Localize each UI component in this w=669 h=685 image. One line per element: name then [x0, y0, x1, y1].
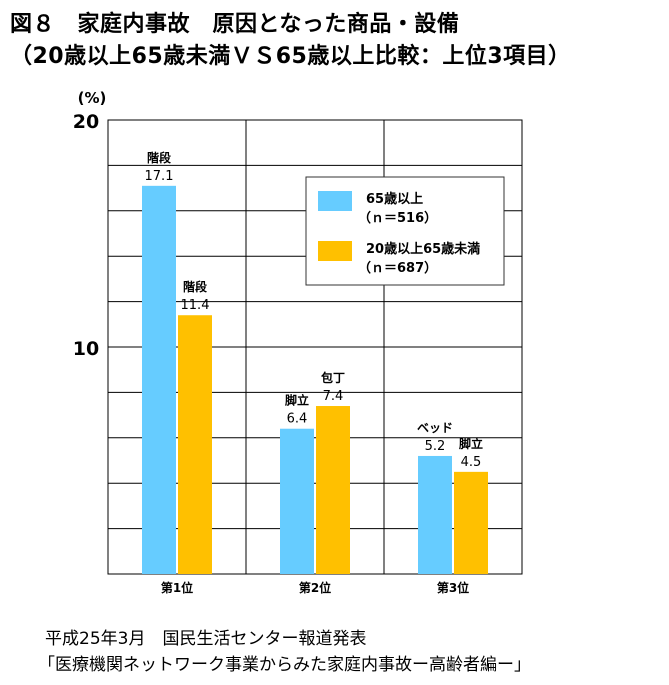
legend-sublabel: （ｎ＝687） — [358, 260, 437, 276]
x-tick-label: 第2位 — [299, 580, 331, 595]
legend: 65歳以上 （ｎ＝516） 20歳以上65歳未満 （ｎ＝687） — [305, 176, 505, 286]
source-report-title: 「医療機関ネットワーク事業からみた家庭内事故ー高齢者編ー」 — [38, 655, 531, 675]
bar — [316, 406, 350, 574]
bar — [178, 315, 212, 574]
bar-value-label: 11.4 — [181, 298, 210, 313]
y-tick-label: 20 — [73, 111, 99, 133]
chart-subtitle: （20歳以上65歳未満ＶＳ65歳以上比較：上位3項目） — [10, 44, 571, 69]
x-tick-label: 第3位 — [437, 580, 469, 595]
bar — [454, 471, 488, 574]
chart-title: 図８ 家庭内事故 原因となった商品・設備 — [10, 12, 460, 37]
bar-item-label: 脚立 — [285, 393, 309, 408]
bar-value-label: 6.4 — [287, 412, 308, 427]
bar — [418, 455, 452, 574]
bar-item-label: 脚立 — [459, 436, 483, 451]
legend-label: 20歳以上65歳未満 — [366, 241, 480, 257]
legend-label: 65歳以上 — [366, 191, 423, 207]
bar-item-label: 包丁 — [320, 370, 345, 385]
source-note: 平成25年3月 国民生活センター報道発表 — [45, 629, 367, 649]
legend-swatch — [318, 191, 352, 211]
bar-value-label: 7.4 — [323, 389, 344, 404]
bar-value-label: 17.1 — [145, 169, 174, 184]
bar-value-label: 5.2 — [425, 439, 446, 454]
bar-item-label: 階段 — [147, 150, 172, 165]
bar — [142, 185, 176, 574]
x-tick-label: 第1位 — [161, 580, 193, 595]
bar-value-label: 4.5 — [461, 455, 482, 470]
bar — [280, 428, 314, 574]
bar-item-label: ベッド — [417, 421, 453, 435]
y-tick-label: 10 — [73, 338, 99, 360]
bar-item-label: 階段 — [183, 279, 208, 294]
bars-layer — [142, 185, 488, 574]
legend-sublabel: （ｎ＝516） — [358, 210, 437, 226]
plot-frame — [107, 119, 523, 575]
legend-swatch — [318, 241, 352, 261]
y-axis-unit: (%) — [78, 89, 107, 107]
